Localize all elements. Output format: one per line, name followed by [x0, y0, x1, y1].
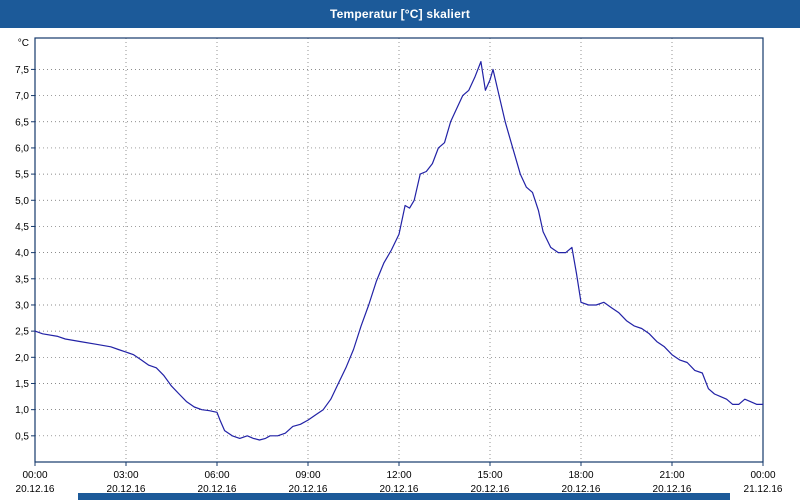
- y-tick-label: 1,5: [15, 379, 29, 390]
- y-tick-label: 4,5: [15, 222, 29, 233]
- window-title: Temperatur [°C] skaliert: [329, 7, 471, 21]
- x-tick-date: 20.12.16: [471, 484, 510, 495]
- x-tick-date: 20.12.16: [289, 484, 328, 495]
- y-tick-label: 6,5: [15, 117, 29, 128]
- x-tick-date: 20.12.16: [16, 484, 55, 495]
- y-tick-label: 3,5: [15, 274, 29, 285]
- y-tick-label: 7,5: [15, 65, 29, 76]
- x-tick-date: 20.12.16: [562, 484, 601, 495]
- x-tick-time: 09:00: [295, 470, 320, 481]
- x-tick-time: 00:00: [22, 470, 47, 481]
- y-tick-label: 7,0: [15, 91, 29, 102]
- temperature-chart: 7,5 7,0 6,5 6,0 5,5 5,0 4,5 4,0 3,5 3,0 2,5 2,0 1,5 1…: [15, 37, 783, 495]
- x-tick-date: 20.12.16: [653, 484, 692, 495]
- x-tick-time: 18:00: [568, 470, 593, 481]
- x-tick-time: 03:00: [113, 470, 138, 481]
- x-tick-date: 20.12.16: [107, 484, 146, 495]
- y-tick-label: 1,0: [15, 405, 29, 416]
- x-tick-time: 15:00: [477, 470, 502, 481]
- y-axis-unit-label: °C: [18, 38, 29, 49]
- temperature-line: [34, 60, 764, 441]
- plot-border: [34, 37, 764, 463]
- y-tick-label: 2,0: [15, 353, 29, 364]
- y-tick-label: 3,0: [15, 300, 29, 311]
- y-tick-label: 5,0: [15, 196, 29, 207]
- y-tick-label: 2,5: [15, 327, 29, 338]
- x-tick-time: 21:00: [659, 470, 684, 481]
- x-tick-time: 06:00: [204, 470, 229, 481]
- x-tick-date: 21.12.16: [744, 484, 783, 495]
- x-tick-date: 20.12.16: [380, 484, 419, 495]
- y-tick-label: 5,5: [15, 170, 29, 181]
- x-tick-time: 12:00: [386, 470, 411, 481]
- y-tick-label: 4,0: [15, 248, 29, 259]
- y-tick-label: 6,0: [15, 143, 29, 154]
- chart-area: 7,5 7,0 6,5 6,0 5,5 5,0 4,5 4,0 3,5 3,0 2,5 2,0 1,5 1…: [0, 28, 800, 500]
- x-tick-date: 20.12.16: [198, 484, 237, 495]
- horizontal-scrollbar[interactable]: [78, 493, 730, 500]
- y-tick-label: 0,5: [15, 431, 29, 442]
- title-bar: Temperatur [°C] skaliert: [0, 0, 800, 28]
- x-tick-time: 00:00: [750, 470, 775, 481]
